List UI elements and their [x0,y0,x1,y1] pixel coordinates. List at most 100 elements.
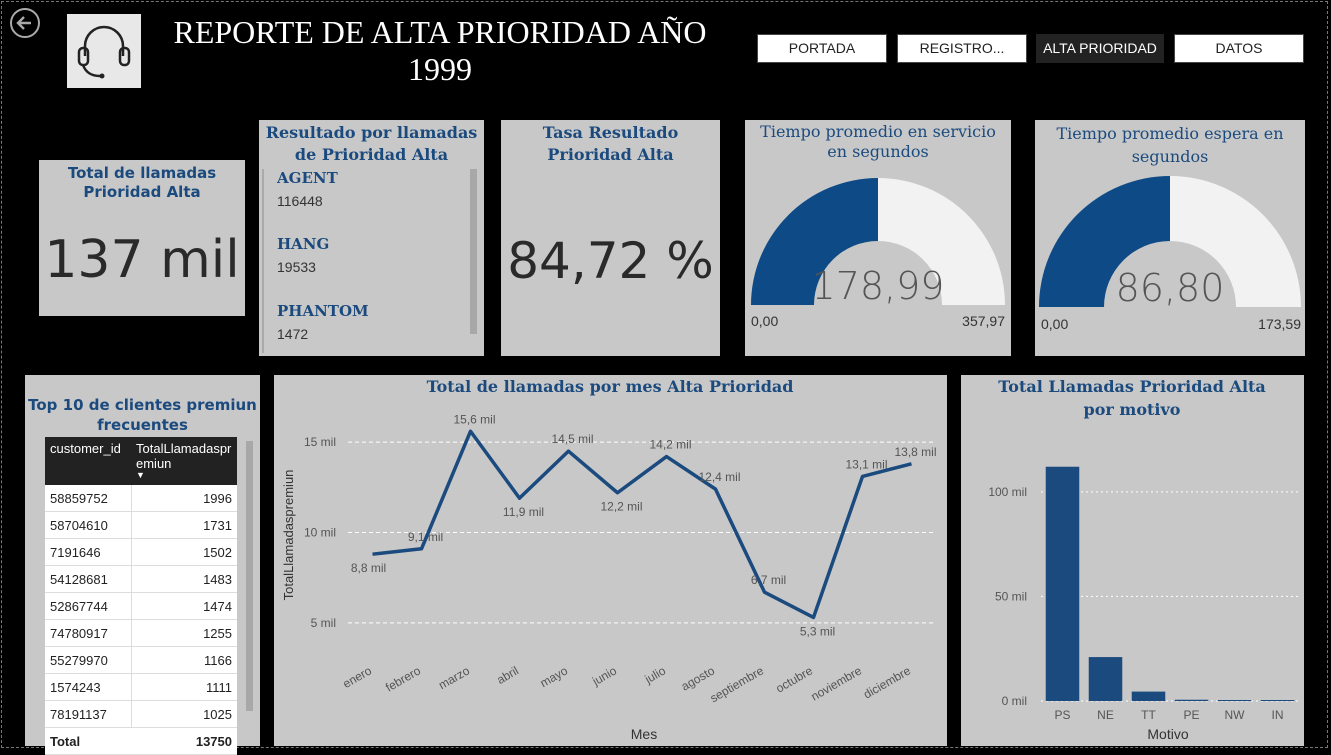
list-item: AGENT 116448 [277,169,338,209]
bar[interactable] [1174,699,1209,701]
bar-chart-title-line1: Total Llamadas Prioridad Alta [998,377,1266,396]
gauge-track [878,178,1005,305]
gauge-value: 86,80 [1116,266,1225,310]
x-tick-label: NE [1097,708,1114,722]
gauge-value: 178,99 [812,264,945,308]
data-label: 12,4 mil [698,470,740,484]
total-value: 13750 [131,727,237,755]
data-label: 14,5 mil [551,432,593,446]
table-row[interactable]: 58859752 1996 [45,485,237,512]
table-row[interactable]: 52867744 1474 [45,592,237,620]
page-title: REPORTE DE ALTA PRIORIDAD AÑO 1999 [150,14,730,88]
x-tick-label: noviembre [808,663,864,703]
nav-portada-button[interactable]: PORTADA [757,34,887,63]
x-tick-label: enero [340,663,374,691]
bar-chart-card: Total Llamadas Prioridad Alta por motivo 0… [961,375,1304,746]
gauge-servicio: 178,99 0,00 357,97 [751,178,1005,329]
x-tick-label: febrero [383,663,423,694]
data-label: 12,2 mil [600,500,642,514]
list-scrollbar[interactable] [470,169,477,334]
x-tick-label: PS [1054,708,1070,722]
y-tick-label: 0 mil [1002,694,1027,708]
nav-registro-button[interactable]: REGISTRO... [897,34,1027,63]
back-arrow-icon[interactable] [8,6,42,40]
line-chart: Total de llamadas por mes Alta Prioridad… [281,377,937,742]
cell-total: 1483 [131,565,237,593]
bar[interactable] [1045,466,1080,701]
cell-customer-id: 58859752 [45,485,132,512]
list-item-label: HANG [277,235,330,253]
data-label: 11,9 mil [503,505,544,519]
column-header-total[interactable]: TotalLlamadaspremiun ▼ [131,437,237,485]
table-row[interactable]: 54128681 1483 [45,565,237,593]
cell-total: 1502 [131,538,237,566]
data-label: 6,7 mil [751,573,786,587]
gauge-track [1170,176,1301,307]
tasa-value: 84,72 % [507,232,714,290]
line-chart-title: Total de llamadas por mes Alta Prioridad [427,377,794,396]
nav-datos-button[interactable]: DATOS [1174,34,1304,63]
x-tick-label: abril [494,663,521,686]
x-tick-label: marzo [436,663,472,692]
kpi-total-value: 137 mil [44,230,240,290]
headset-icon [77,25,131,79]
cell-customer-id: 58704610 [45,511,132,539]
column-header-total-label: TotalLlamadaspremiun [136,441,232,471]
gauge-min-label: 0,00 [751,313,778,329]
gauge-espera-card: Tiempo promedio espera en segundos 86,80… [1035,120,1305,356]
gauge-max-label: 173,59 [1258,316,1301,332]
table-total-row: Total 13750 [45,727,237,755]
x-tick-label: TT [1141,708,1156,722]
data-label: 9,1 mil [408,530,443,544]
gauge-espera-title: Tiempo promedio espera en segundos [1056,124,1284,166]
list-item-value: 19533 [277,259,316,275]
list-item-label: AGENT [277,169,338,187]
cell-total: 1731 [131,511,237,539]
bar-chart: Total Llamadas Prioridad Alta por motivo 0… [988,377,1299,742]
gauge-fill [1039,176,1171,307]
y-tick-label: 15 mil [304,435,336,449]
gauge-servicio-title: Tiempo promedio en servicio en segundos [760,122,996,161]
bar[interactable] [1088,657,1123,701]
kpi-total-card: Total de llamadas Prioridad Alta 137 mil [39,160,245,316]
bar[interactable] [1260,700,1295,701]
cell-total: 1111 [131,673,237,701]
gauge-servicio-card: Tiempo promedio en servicio en segundos … [745,120,1011,356]
list-item: PHANTOM 1472 [277,302,369,342]
bar[interactable] [1217,700,1252,701]
y-tick-label: 50 mil [995,589,1027,603]
bar[interactable] [1131,691,1166,701]
total-label: Total [45,727,131,755]
nav-alta-prioridad-button[interactable]: ALTA PRIORIDAD [1036,34,1164,63]
resultados-list: AGENT 116448 HANG 19533 PHANTOM 1472 [262,169,464,353]
cell-total: 1025 [131,700,237,728]
list-item-value: 1472 [277,326,309,342]
table-scrollbar[interactable] [246,441,253,711]
kpi-total-title: Total de llamadas Prioridad Alta [67,164,217,201]
list-item-label: PHANTOM [277,302,369,320]
tasa-card: Tasa Resultado Prioridad Alta 84,72 % [501,120,720,356]
y-tick-label: 10 mil [304,526,336,540]
x-tick-label: septiembre [708,663,767,705]
cell-customer-id: 1574243 [45,673,132,701]
cell-customer-id: 74780917 [45,619,132,647]
table-row[interactable]: 74780917 1255 [45,619,237,647]
x-tick-label: NW [1225,708,1246,722]
list-item: HANG 19533 [277,235,329,275]
table-row[interactable]: 7191646 1502 [45,538,237,566]
series-line [372,429,912,620]
resultados-card: Resultado por llamadas de Prioridad Alta… [259,120,484,356]
x-tick-label: IN [1272,708,1284,722]
table-row[interactable]: 1574243 1111 [45,673,237,701]
x-tick-label: agosto [679,663,717,693]
table-row[interactable]: 55279970 1166 [45,646,237,674]
gauge-fill [751,178,879,305]
headset-logo [67,14,141,88]
table-row[interactable]: 58704610 1731 [45,511,237,539]
tasa-title: Tasa Resultado Prioridad Alta [542,123,679,164]
column-header-customer-id[interactable]: customer_id [45,437,131,485]
table-row[interactable]: 78191137 1025 [45,700,237,728]
x-axis-label: Mes [631,726,657,742]
data-label: 14,2 mil [649,438,691,452]
data-label: 5,3 mil [800,624,835,638]
